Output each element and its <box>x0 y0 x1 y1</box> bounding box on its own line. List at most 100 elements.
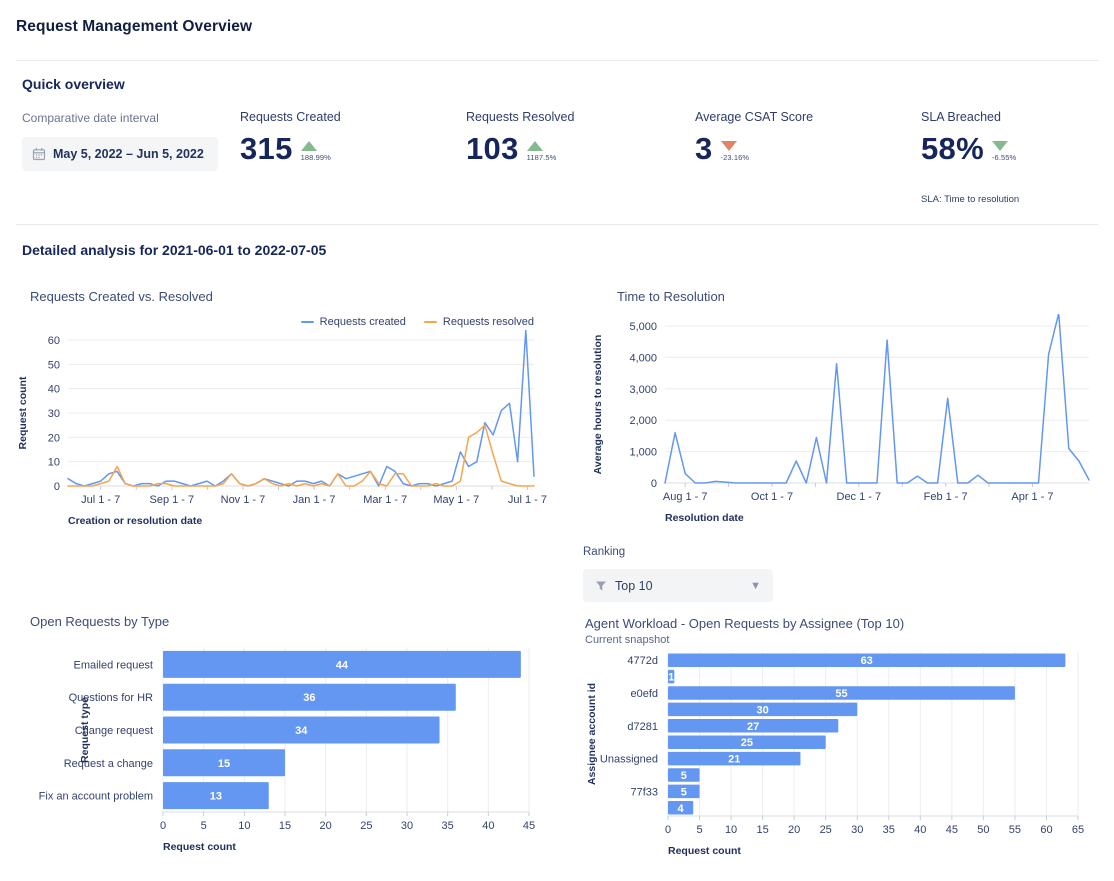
svg-text:50: 50 <box>48 359 60 371</box>
detailed-analysis-heading: Detailed analysis for 2021-06-01 to 2022… <box>22 242 327 258</box>
svg-text:Sep 1 - 7: Sep 1 - 7 <box>150 494 195 506</box>
svg-text:Jul 1 - 7: Jul 1 - 7 <box>81 494 120 506</box>
svg-text:40: 40 <box>482 820 494 832</box>
svg-text:Request a change: Request a change <box>64 758 153 770</box>
date-interval-value: May 5, 2022 – Jun 5, 2022 <box>53 147 204 161</box>
svg-text:Aug 1 - 7: Aug 1 - 7 <box>663 491 708 503</box>
stat-requests-created: Requests Created 315 188.99% <box>240 110 341 164</box>
chart-title: Open Requests by Type <box>30 614 170 629</box>
page-title: Request Management Overview <box>16 18 253 35</box>
svg-text:4: 4 <box>678 803 685 815</box>
bar-chart-canvas: 0 5 10 15 20 25 30 35 40 45 44 Emailed request 36 Que… <box>39 648 535 853</box>
legend-label: Requests resolved <box>442 316 534 328</box>
svg-text:Fix an account problem: Fix an account problem <box>39 791 153 803</box>
svg-text:65: 65 <box>1072 824 1084 836</box>
svg-text:10: 10 <box>48 457 60 469</box>
ranking-value: Top 10 <box>615 578 653 593</box>
svg-text:60: 60 <box>1040 824 1052 836</box>
ranking-dropdown[interactable]: Top 10 ▼ <box>583 569 773 602</box>
svg-text:Apr 1 - 7: Apr 1 - 7 <box>1011 491 1053 503</box>
date-interval-label: Comparative date interval <box>22 111 159 125</box>
svg-text:Emailed request: Emailed request <box>74 659 154 671</box>
svg-text:May 1 - 7: May 1 - 7 <box>433 494 479 506</box>
svg-text:60: 60 <box>48 335 60 347</box>
stat-delta: -6.55% <box>991 153 1017 163</box>
svg-text:50: 50 <box>977 824 989 836</box>
svg-text:5: 5 <box>681 770 687 782</box>
svg-text:Mar 1 - 7: Mar 1 - 7 <box>363 494 407 506</box>
svg-text:e0efd: e0efd <box>630 688 658 700</box>
legend-entry: Requests resolved <box>423 316 534 328</box>
quick-overview-heading: Quick overview <box>22 76 125 92</box>
date-interval-picker[interactable]: May 5, 2022 – Jun 5, 2022 <box>22 137 218 171</box>
line-chart-canvas: 0 1,000 2,000 3,000 4,000 5,000 Aug 1 - 7 Oct 1… <box>592 314 1090 524</box>
svg-text:35: 35 <box>883 824 895 836</box>
stat-requests-resolved: Requests Resolved 103 1187.5% <box>466 110 575 166</box>
chart-subtitle: Current snapshot <box>585 634 670 646</box>
bar-chart-canvas: 0 5 10 15 20 25 30 35 40 45 50 55 60 65634772d155e0ef… <box>586 652 1084 857</box>
line-chart-canvas: 0 10 20 30 40 50 60 Jul 1 - 7 Sep 1 - 7 Nov 1 - 7… <box>17 330 547 527</box>
stat-label: Requests Created <box>240 110 341 124</box>
svg-text:25: 25 <box>360 820 372 832</box>
svg-text:Request count: Request count <box>668 845 741 857</box>
svg-text:Dec 1 - 7: Dec 1 - 7 <box>837 491 882 503</box>
svg-text:30: 30 <box>851 824 863 836</box>
svg-text:0: 0 <box>54 481 60 493</box>
svg-text:15: 15 <box>756 824 768 836</box>
svg-text:34: 34 <box>295 725 308 737</box>
svg-text:Creation or resolution date: Creation or resolution date <box>68 515 202 527</box>
svg-text:d7281: d7281 <box>627 721 658 733</box>
stat-label: Requests Resolved <box>466 110 575 124</box>
divider <box>16 224 1098 225</box>
svg-text:77f33: 77f33 <box>630 786 658 798</box>
svg-text:44: 44 <box>336 659 349 671</box>
svg-text:Feb 1 - 7: Feb 1 - 7 <box>924 491 968 503</box>
svg-text:Resolution date: Resolution date <box>665 512 744 524</box>
chevron-down-icon: ▼ <box>750 579 761 592</box>
stat-value: 103 <box>466 131 519 166</box>
svg-text:55: 55 <box>1009 824 1021 836</box>
legend-label: Requests created <box>319 316 406 328</box>
trend-up-icon <box>526 141 543 152</box>
calendar-icon <box>32 148 46 161</box>
svg-text:45: 45 <box>523 820 535 832</box>
svg-text:25: 25 <box>741 737 753 749</box>
svg-text:21: 21 <box>728 754 740 766</box>
svg-text:3,000: 3,000 <box>629 384 657 396</box>
svg-text:30: 30 <box>401 820 413 832</box>
svg-text:63: 63 <box>861 655 873 667</box>
svg-text:10: 10 <box>238 820 250 832</box>
svg-text:2,000: 2,000 <box>629 415 657 427</box>
chart-legend: Requests created Requests resolved <box>300 316 534 328</box>
svg-text:5: 5 <box>681 786 687 798</box>
svg-text:35: 35 <box>442 820 454 832</box>
stat-label: Average CSAT Score <box>695 110 814 124</box>
svg-text:Jan 1 - 7: Jan 1 - 7 <box>293 494 336 506</box>
svg-text:Assignee account id: Assignee account id <box>586 683 598 785</box>
svg-text:Average hours to resolution: Average hours to resolution <box>592 335 604 475</box>
chart-title: Agent Workload - Open Requests by Assign… <box>585 616 905 631</box>
svg-text:40: 40 <box>914 824 926 836</box>
filter-icon <box>596 581 606 590</box>
sla-note: SLA: Time to resolution <box>921 194 1020 205</box>
trend-down-icon <box>720 141 737 152</box>
svg-text:Jul 1 - 7: Jul 1 - 7 <box>508 494 547 506</box>
svg-text:55: 55 <box>835 688 847 700</box>
svg-text:Unassigned: Unassigned <box>600 754 658 766</box>
stat-delta: 188.99% <box>300 153 331 163</box>
svg-text:4,000: 4,000 <box>629 352 657 364</box>
svg-text:5: 5 <box>201 820 207 832</box>
legend-swatch <box>300 321 314 323</box>
chart-title: Time to Resolution <box>617 289 725 304</box>
svg-text:1,000: 1,000 <box>629 447 657 459</box>
svg-text:27: 27 <box>747 721 759 733</box>
svg-text:40: 40 <box>48 384 60 396</box>
stat-label: SLA Breached <box>921 110 1001 124</box>
legend-entry: Requests created <box>300 316 406 328</box>
chart-agent-workload: Agent Workload - Open Requests by Assign… <box>585 612 1110 874</box>
svg-text:30: 30 <box>48 408 60 420</box>
svg-text:5: 5 <box>696 824 702 836</box>
svg-text:0: 0 <box>160 820 166 832</box>
svg-text:45: 45 <box>946 824 958 836</box>
